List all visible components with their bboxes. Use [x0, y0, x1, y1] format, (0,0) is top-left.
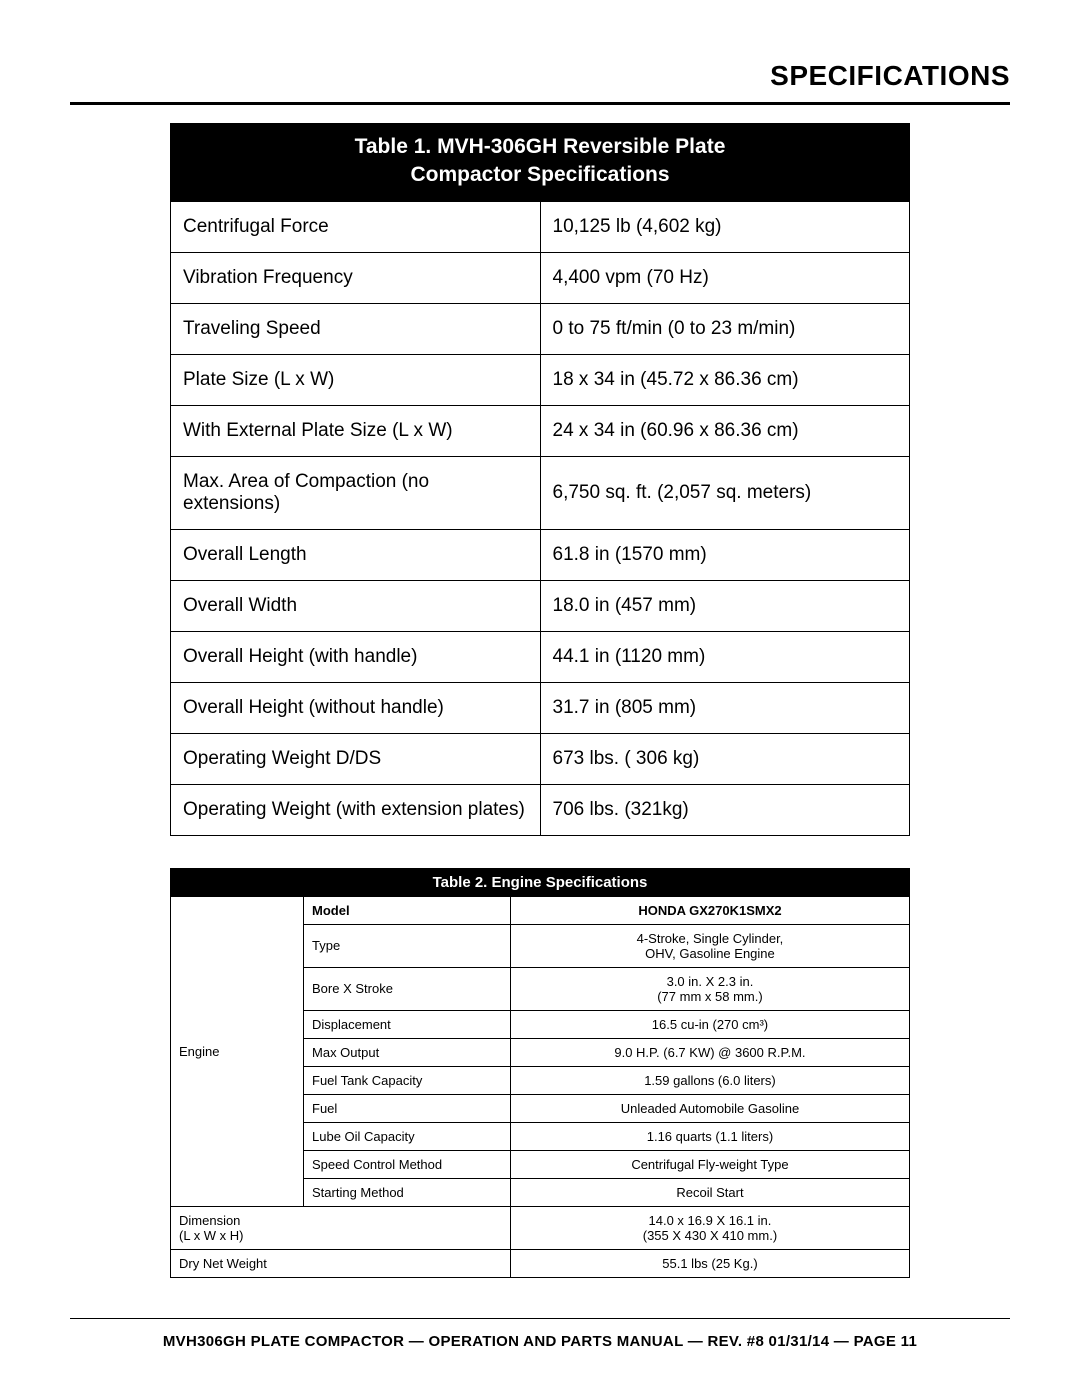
spec-value: 10,125 lb (4,602 kg): [540, 202, 910, 253]
title-divider: [70, 102, 1010, 105]
engine-model-label: Model: [304, 897, 511, 925]
spec-label: Overall Length: [171, 529, 541, 580]
table1-container: Table 1. MVH-306GH Reversible Plate Comp…: [170, 123, 910, 836]
table-row: Dry Net Weight55.1 lbs (25 Kg.): [171, 1249, 910, 1277]
table1-title-line1: Table 1. MVH-306GH Reversible Plate: [355, 135, 726, 158]
spec-value: 61.8 in (1570 mm): [540, 529, 910, 580]
spec-label: With External Plate Size (L x W): [171, 405, 541, 456]
table1-header: Table 1. MVH-306GH Reversible Plate Comp…: [170, 123, 910, 202]
spec-value: 6,750 sq. ft. (2,057 sq. meters): [540, 456, 910, 529]
engine-value: 4-Stroke, Single Cylinder,OHV, Gasoline …: [510, 924, 909, 967]
engine-category-cell: Engine: [171, 897, 304, 1207]
table-row: Overall Height (without handle)31.7 in (…: [171, 682, 910, 733]
specifications-table: Centrifugal Force10,125 lb (4,602 kg)Vib…: [170, 202, 910, 836]
engine-prop: Bore X Stroke: [304, 967, 511, 1010]
engine-specifications-table: EngineModelHONDA GX270K1SMX2Type4-Stroke…: [170, 897, 910, 1278]
table-row: Overall Length61.8 in (1570 mm): [171, 529, 910, 580]
spec-value: 673 lbs. ( 306 kg): [540, 733, 910, 784]
spec-value: 706 lbs. (321kg): [540, 784, 910, 835]
spec-value: 4,400 vpm (70 Hz): [540, 252, 910, 303]
table-row: Plate Size (L x W)18 x 34 in (45.72 x 86…: [171, 354, 910, 405]
footer-divider: [70, 1318, 1010, 1319]
engine-value: Unleaded Automobile Gasoline: [510, 1094, 909, 1122]
engine-value: Recoil Start: [510, 1178, 909, 1206]
table-row: Vibration Frequency4,400 vpm (70 Hz): [171, 252, 910, 303]
engine-prop: Max Output: [304, 1038, 511, 1066]
engine-bottom-value: 55.1 lbs (25 Kg.): [510, 1249, 909, 1277]
table-row: EngineModelHONDA GX270K1SMX2: [171, 897, 910, 925]
engine-bottom-value: 14.0 x 16.9 X 16.1 in.(355 X 430 X 410 m…: [510, 1206, 909, 1249]
engine-prop: Type: [304, 924, 511, 967]
spec-label: Centrifugal Force: [171, 202, 541, 253]
spec-label: Operating Weight (with extension plates): [171, 784, 541, 835]
engine-value: 1.16 quarts (1.1 liters): [510, 1122, 909, 1150]
spec-value: 18.0 in (457 mm): [540, 580, 910, 631]
engine-value: Centrifugal Fly-weight Type: [510, 1150, 909, 1178]
table-row: With External Plate Size (L x W)24 x 34 …: [171, 405, 910, 456]
table-row: Operating Weight (with extension plates)…: [171, 784, 910, 835]
spec-value: 24 x 34 in (60.96 x 86.36 cm): [540, 405, 910, 456]
table2-header: Table 2. Engine Specifications: [170, 868, 910, 897]
engine-value: 9.0 H.P. (6.7 KW) @ 3600 R.P.M.: [510, 1038, 909, 1066]
spec-label: Overall Height (with handle): [171, 631, 541, 682]
engine-bottom-prop: Dry Net Weight: [171, 1249, 511, 1277]
table-row: Overall Height (with handle)44.1 in (112…: [171, 631, 910, 682]
engine-value: 3.0 in. X 2.3 in.(77 mm x 58 mm.): [510, 967, 909, 1010]
table1-title-line2: Compactor Specifications: [410, 163, 669, 186]
engine-prop: Fuel: [304, 1094, 511, 1122]
engine-model-value: HONDA GX270K1SMX2: [510, 897, 909, 925]
engine-prop: Fuel Tank Capacity: [304, 1066, 511, 1094]
table2-container: Table 2. Engine Specifications EngineMod…: [170, 868, 910, 1278]
spec-value: 18 x 34 in (45.72 x 86.36 cm): [540, 354, 910, 405]
engine-prop: Starting Method: [304, 1178, 511, 1206]
spec-value: 44.1 in (1120 mm): [540, 631, 910, 682]
spec-label: Max. Area of Compaction (no extensions): [171, 456, 541, 529]
spec-label: Plate Size (L x W): [171, 354, 541, 405]
engine-prop: Speed Control Method: [304, 1150, 511, 1178]
spec-label: Vibration Frequency: [171, 252, 541, 303]
spec-value: 0 to 75 ft/min (0 to 23 m/min): [540, 303, 910, 354]
engine-value: 16.5 cu-in (270 cm³): [510, 1010, 909, 1038]
spec-label: Overall Width: [171, 580, 541, 631]
spec-value: 31.7 in (805 mm): [540, 682, 910, 733]
spec-label: Overall Height (without handle): [171, 682, 541, 733]
table-row: Traveling Speed0 to 75 ft/min (0 to 23 m…: [171, 303, 910, 354]
engine-bottom-prop: Dimension(L x W x H): [171, 1206, 511, 1249]
page-footer: MVH306GH PLATE COMPACTOR — OPERATION AND…: [70, 1333, 1010, 1350]
page-title: SPECIFICATIONS: [70, 60, 1010, 92]
table-row: Dimension(L x W x H)14.0 x 16.9 X 16.1 i…: [171, 1206, 910, 1249]
table-row: Operating Weight D/DS673 lbs. ( 306 kg): [171, 733, 910, 784]
engine-prop: Lube Oil Capacity: [304, 1122, 511, 1150]
spec-label: Operating Weight D/DS: [171, 733, 541, 784]
spec-label: Traveling Speed: [171, 303, 541, 354]
table-row: Max. Area of Compaction (no extensions)6…: [171, 456, 910, 529]
engine-prop: Displacement: [304, 1010, 511, 1038]
engine-value: 1.59 gallons (6.0 liters): [510, 1066, 909, 1094]
table-row: Overall Width18.0 in (457 mm): [171, 580, 910, 631]
table-row: Centrifugal Force10,125 lb (4,602 kg): [171, 202, 910, 253]
